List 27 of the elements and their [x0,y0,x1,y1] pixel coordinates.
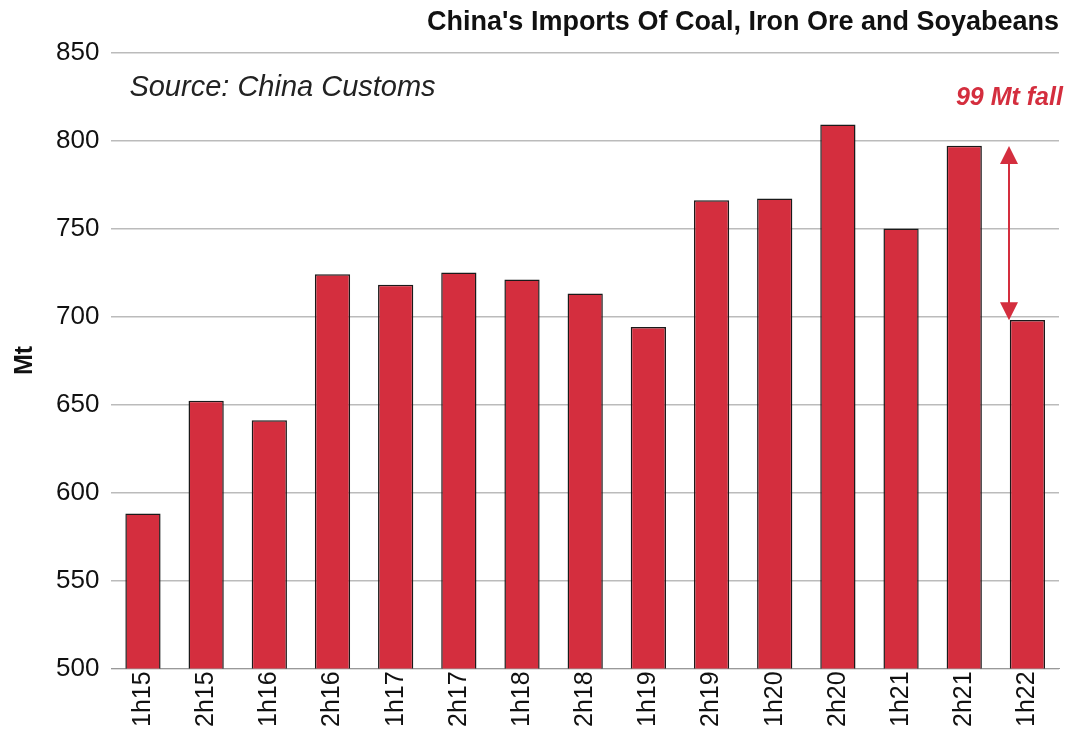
y-tick-label: 500 [55,651,100,682]
x-tick-label: 2h19 [695,671,724,728]
x-tick-label: 2h17 [442,671,471,728]
x-tick-label: 2h15 [190,671,219,728]
x-tick-label: 2h18 [569,671,598,728]
y-tick-label: 550 [55,563,100,594]
y-tick-label: 800 [55,123,100,154]
x-tick-label: 1h16 [253,671,282,728]
x-tick-label: 1h15 [126,671,155,728]
x-tick-label: 1h17 [379,671,408,728]
x-tick-label: 2h21 [948,671,977,728]
y-axis-title: Mt [8,345,37,375]
x-tick-label: 1h22 [1011,671,1040,728]
x-tick-label: 1h19 [632,671,661,728]
annotation: 99 Mt fall [955,82,1064,111]
x-tick-label: 2h16 [316,671,345,728]
y-tick-label: 750 [55,211,100,242]
x-tick-label: 1h18 [505,671,534,728]
x-tick-label: 1h20 [758,671,787,728]
annotation: Source: China Customs [129,70,436,103]
y-tick-label: 650 [55,387,100,418]
x-tick-label: 1h21 [884,671,913,728]
y-tick-label: 850 [55,35,100,66]
y-tick-label: 700 [55,299,100,330]
y-tick-label: 600 [55,475,100,506]
chart-title: China's Imports Of Coal, Iron Ore and Soyabeans [426,5,1059,36]
x-tick-label: 2h20 [821,671,850,728]
